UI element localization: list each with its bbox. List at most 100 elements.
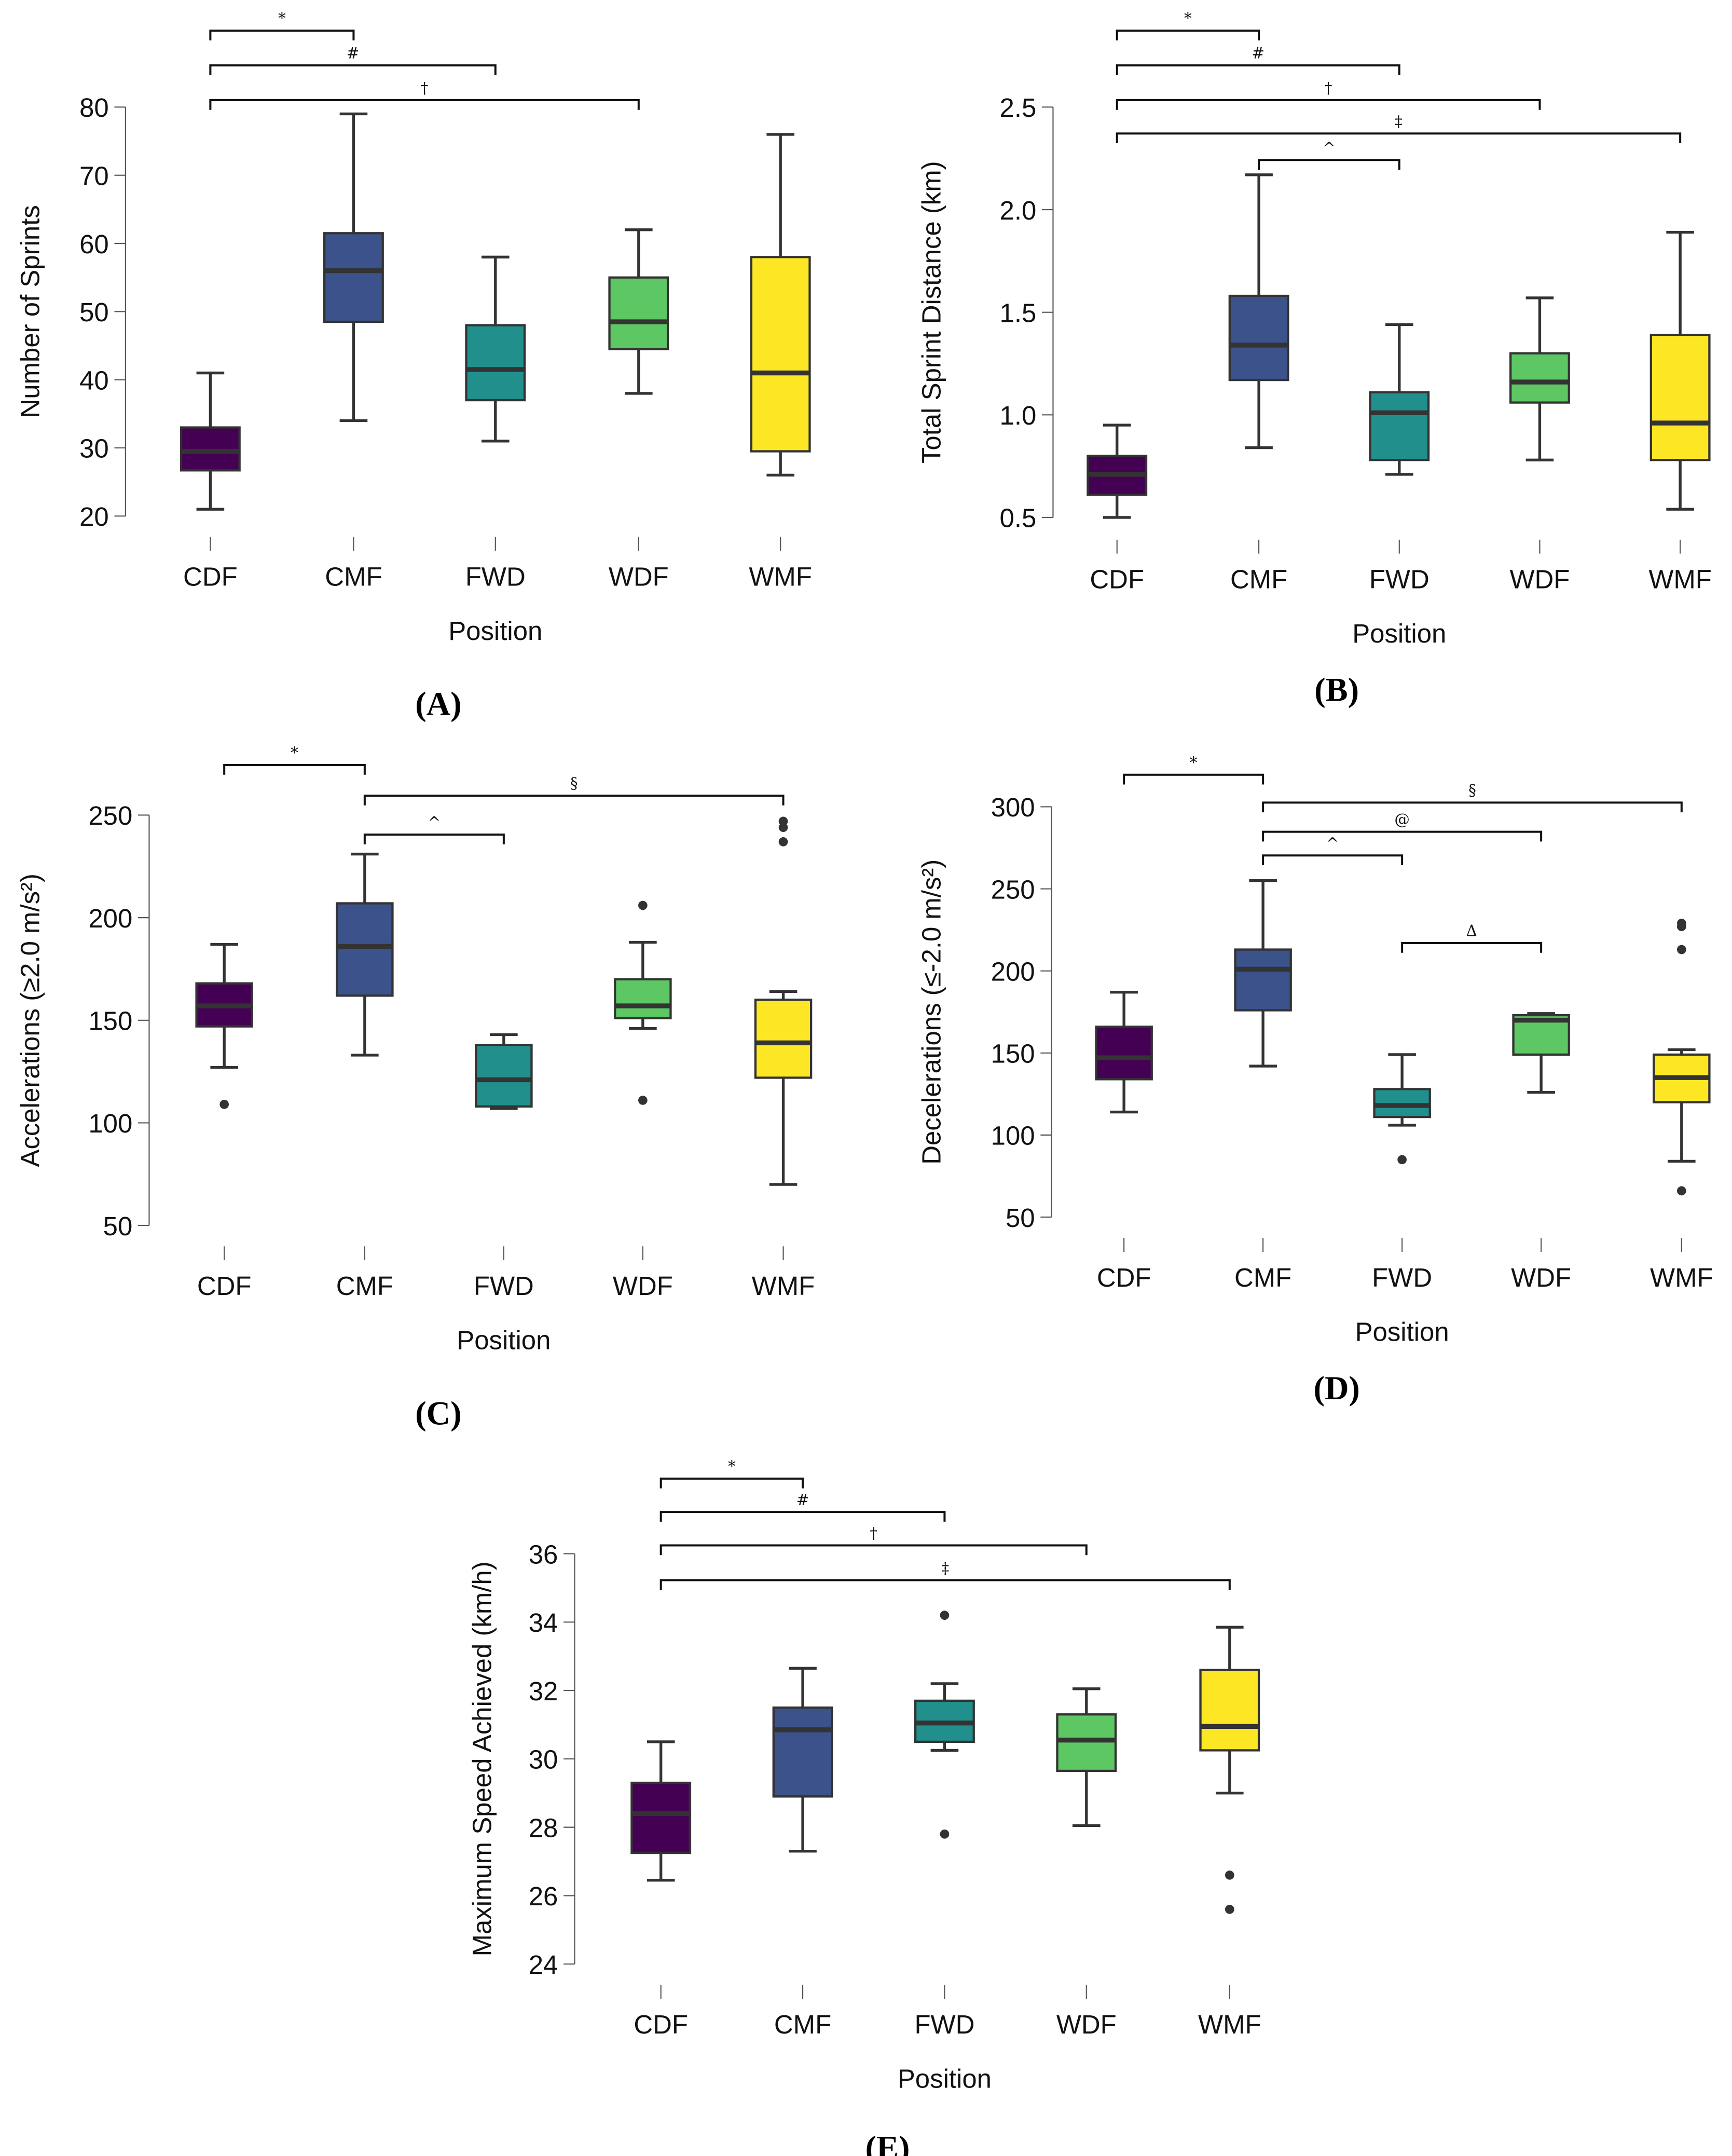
x-tick-label: WDF [609, 562, 669, 591]
outlier-point [940, 1829, 950, 1839]
significance-bracket: * [223, 744, 366, 775]
x-tick-label: WDF [1511, 1263, 1571, 1292]
bracket-line [1116, 64, 1400, 75]
significance-bracket: ‡ [1116, 113, 1682, 144]
outlier-point [1397, 1155, 1407, 1165]
y-tick-label: 50 [1006, 1203, 1035, 1233]
significance-bracket: ^ [1258, 139, 1400, 170]
significance-symbol: ‡ [941, 1559, 949, 1577]
panel-label: (B) [1314, 672, 1359, 708]
significance-symbol: * [1184, 10, 1192, 28]
y-axis-label: Number of Sprints [16, 205, 45, 418]
bracket-line [209, 99, 640, 110]
significance-symbol: ^ [1326, 835, 1339, 852]
panel-label: (A) [415, 686, 461, 722]
y-tick-label: 30 [529, 1745, 558, 1775]
x-tick-label: WDF [1510, 565, 1570, 594]
y-axis-label: Decelerations (≤-2.0 m/s²) [916, 859, 946, 1165]
bracket-line [363, 794, 785, 806]
bracket-line [1116, 29, 1260, 40]
box-cdf [195, 943, 253, 1109]
box-wdf [1056, 1687, 1117, 1827]
box-cdf [1095, 991, 1153, 1114]
x-tick-label: WMF [752, 1271, 815, 1301]
significance-bracket: * [1116, 10, 1260, 40]
x-tick-label: FWD [1369, 565, 1429, 594]
bracket-line [1123, 773, 1264, 785]
x-axis-label: Position [1355, 1317, 1449, 1347]
panel-label: (D) [1314, 1370, 1360, 1407]
y-tick-label: 80 [79, 93, 109, 122]
significance-symbol: † [870, 1524, 877, 1542]
significance-symbol: § [570, 775, 578, 793]
iqr-box [1234, 948, 1292, 1012]
box-cdf [180, 371, 241, 511]
bracket-line [209, 64, 497, 75]
significance-bracket: # [659, 1491, 946, 1522]
outlier-point [638, 1096, 648, 1105]
significance-symbol: # [347, 45, 360, 62]
iqr-box [336, 902, 394, 997]
x-tick-label: WDF [1056, 2010, 1117, 2039]
significance-bracket: ^ [1262, 835, 1404, 865]
y-tick-label: 24 [529, 1950, 558, 1980]
x-tick-label: WMF [1648, 565, 1712, 594]
chart-panel-b: 0.5 1.0 1.5 2.0 2.5 Total Sprint Distance (km… [916, 10, 1712, 708]
significance-symbol: * [728, 1457, 736, 1475]
outlier-point [638, 900, 648, 910]
iqr-box [1509, 352, 1570, 404]
y-tick-label: 28 [529, 1813, 558, 1843]
box-cmf [323, 112, 384, 422]
x-tick-label: FWD [474, 1271, 534, 1301]
box-fwd [1369, 323, 1430, 476]
significance-bracket: # [209, 45, 497, 75]
x-tick-label: WMF [749, 562, 812, 591]
significance-symbol: * [291, 744, 298, 762]
chart-panel-a: 20 30 40 50 60 70 80 Number of Sprints CDF CMF FWD… [16, 10, 812, 722]
x-tick-label: FWD [465, 562, 526, 591]
y-tick-label: 50 [79, 297, 109, 327]
outlier-point [1225, 1871, 1234, 1880]
outlier-point [778, 816, 788, 826]
significance-bracket: * [209, 10, 355, 40]
box-fwd [1373, 1053, 1431, 1165]
bracket-line [659, 1511, 946, 1522]
y-tick-label: 36 [529, 1539, 558, 1569]
y-tick-label: 250 [991, 875, 1035, 904]
panel-label: (E) [865, 2129, 910, 2156]
y-tick-label: 150 [991, 1039, 1035, 1069]
x-tick-label: CMF [1230, 565, 1287, 594]
y-tick-label: 30 [79, 434, 109, 463]
significance-bracket: # [1116, 45, 1400, 75]
significance-symbol: # [1252, 45, 1264, 62]
bracket-line [1258, 159, 1400, 170]
box-cmf [336, 852, 394, 1057]
y-tick-label: 20 [79, 502, 109, 531]
outlier-point [1676, 919, 1686, 928]
iqr-box [750, 256, 811, 453]
y-tick-label: 200 [991, 957, 1035, 986]
x-tick-label: CDF [197, 1271, 252, 1301]
significance-bracket: * [1123, 754, 1264, 785]
bracket-line [1262, 830, 1543, 842]
y-tick-label: 70 [79, 161, 109, 190]
box-wdf [1512, 1012, 1570, 1094]
x-axis-label: Position [448, 616, 542, 646]
iqr-box [630, 1781, 692, 1854]
significance-bracket: Δ [1401, 922, 1543, 953]
x-tick-label: FWD [1372, 1263, 1432, 1292]
y-tick-label: 100 [991, 1121, 1035, 1151]
y-tick-label: 60 [79, 229, 109, 259]
outlier-point [940, 1611, 950, 1620]
x-tick-label: WMF [1198, 2010, 1261, 2039]
significance-symbol: # [796, 1491, 809, 1509]
iqr-box [772, 1706, 833, 1798]
bracket-line [363, 833, 505, 844]
significance-bracket: ‡ [659, 1559, 1231, 1590]
y-tick-label: 2.5 [1000, 93, 1037, 122]
significance-bracket: † [209, 79, 640, 110]
significance-bracket: § [363, 775, 785, 806]
y-tick-label: 250 [88, 801, 132, 830]
iqr-box [608, 276, 669, 350]
